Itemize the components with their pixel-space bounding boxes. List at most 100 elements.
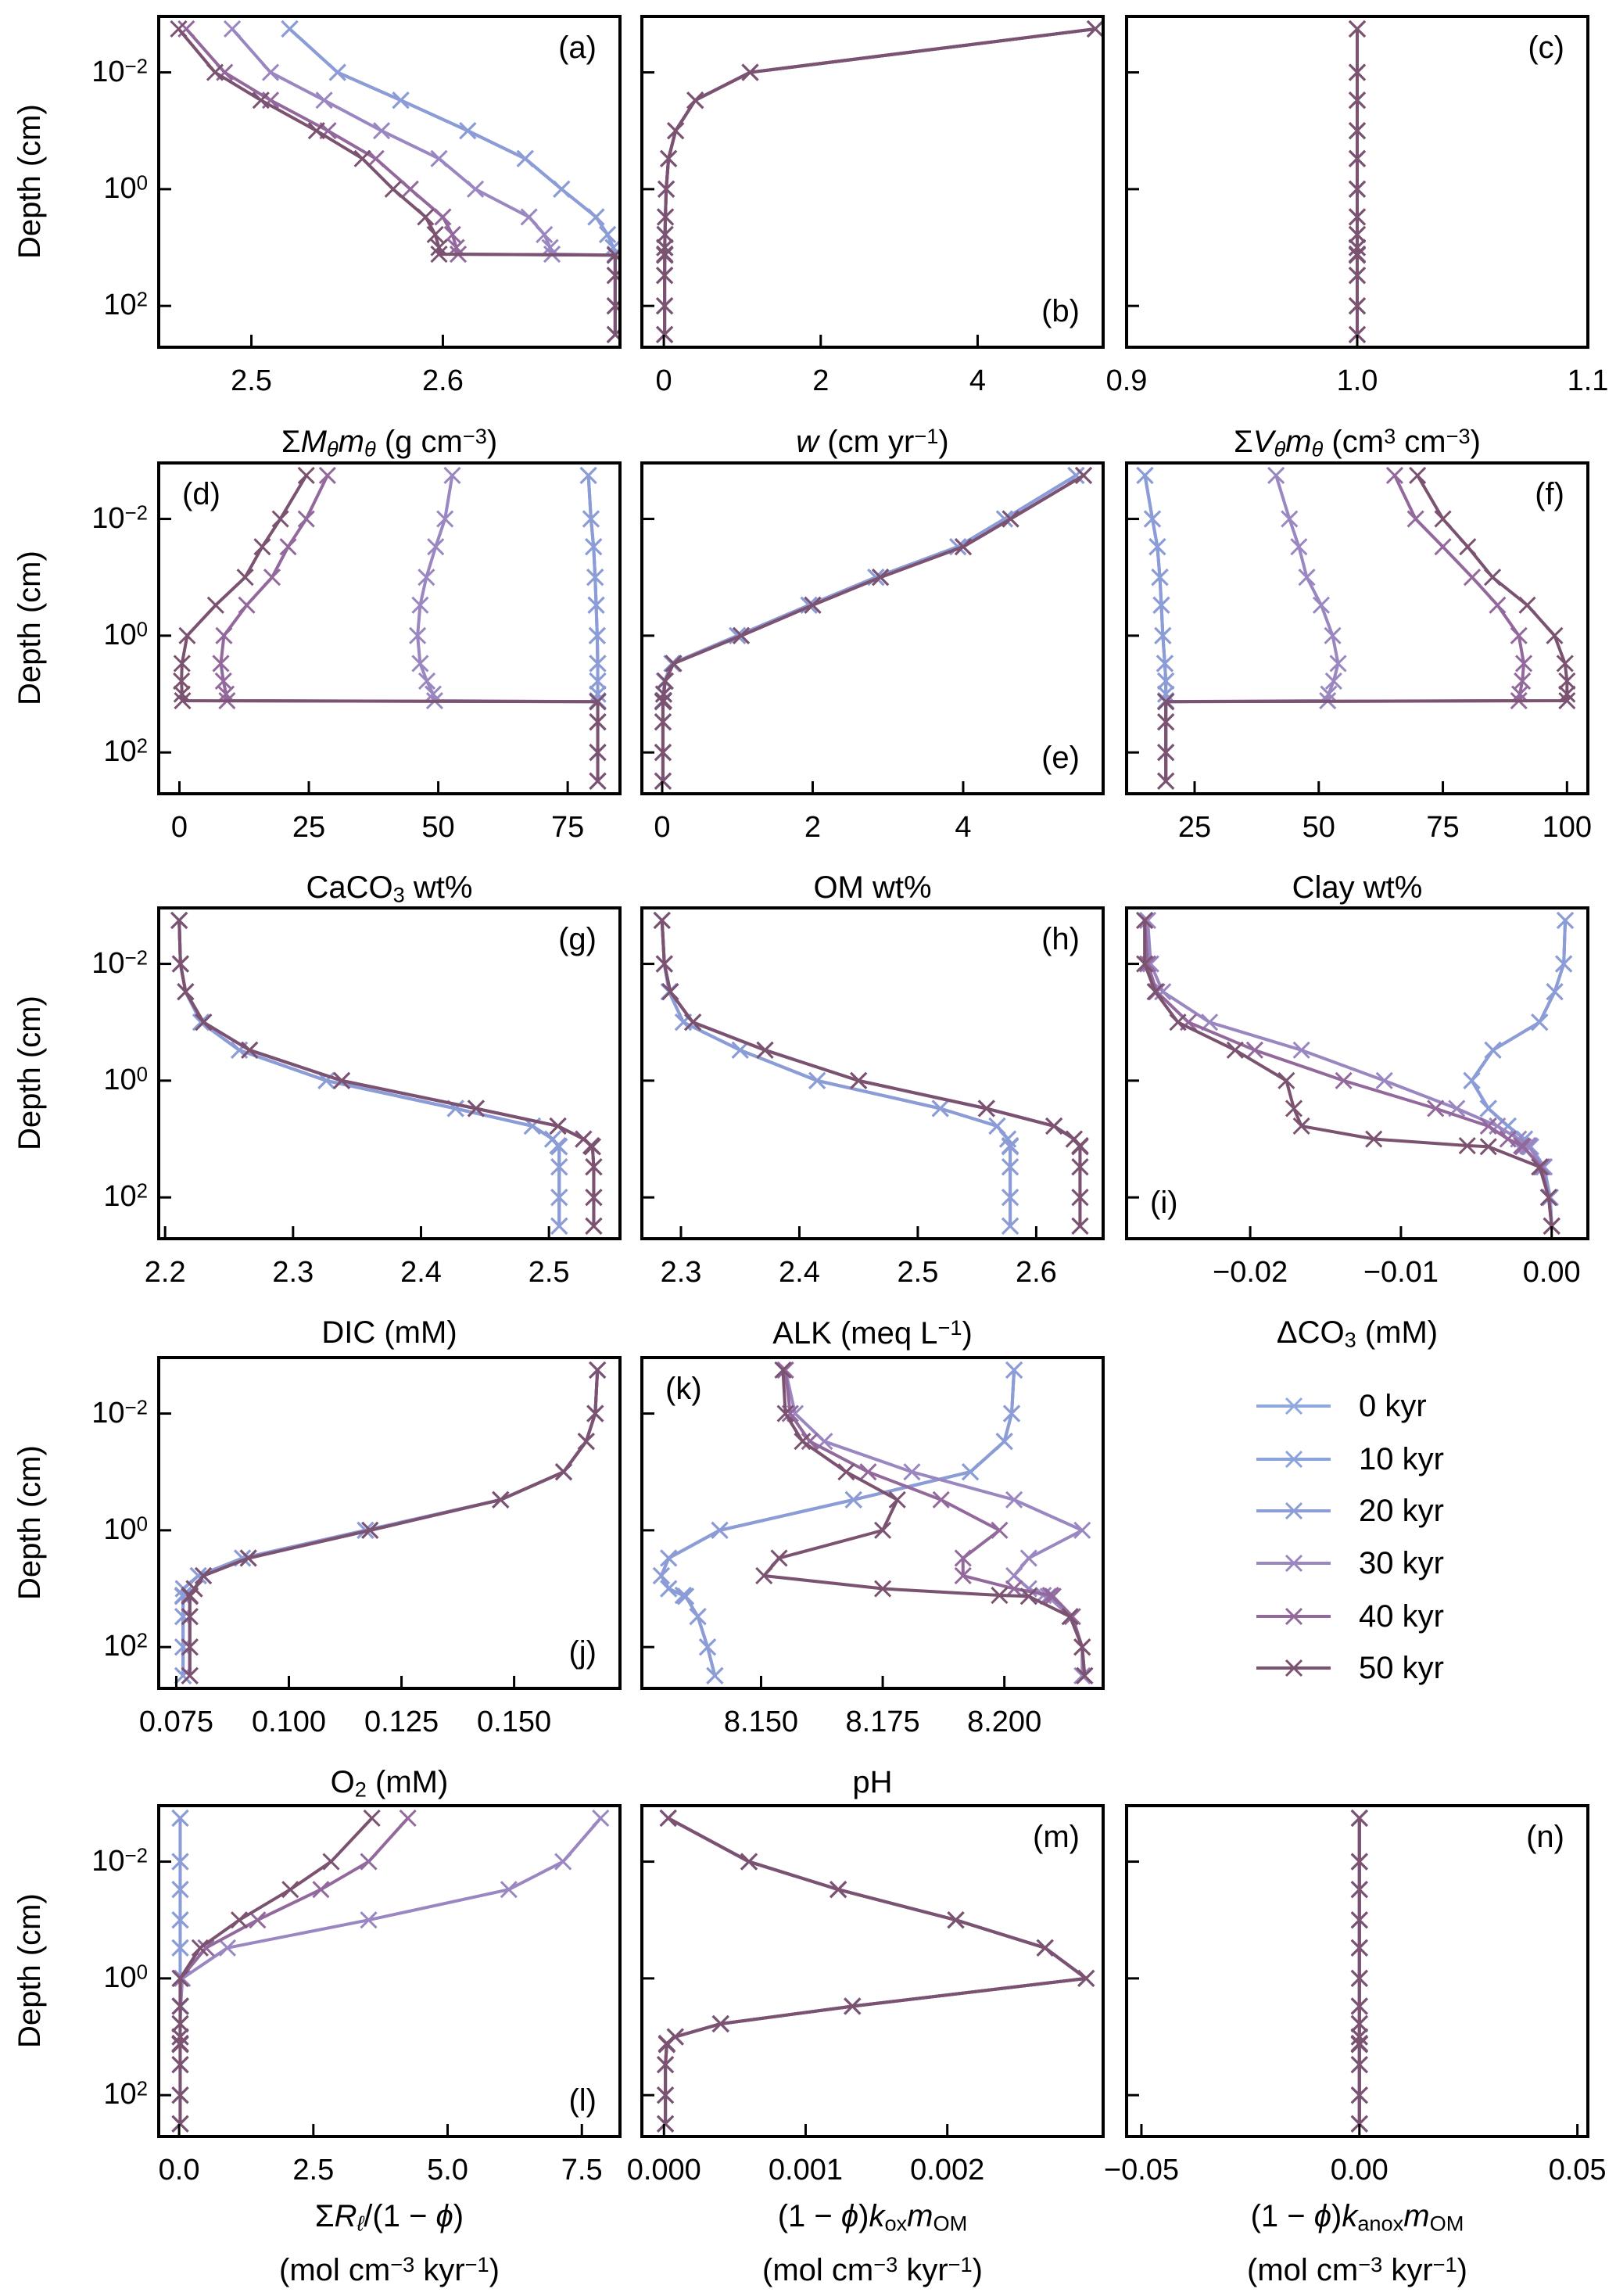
axes-frame <box>640 461 1105 795</box>
series-line <box>177 920 596 1226</box>
data-point-marker <box>194 1566 213 1585</box>
series-line <box>177 920 596 1226</box>
data-point-marker <box>587 208 605 226</box>
y-tick-label: 102 <box>73 1631 148 1661</box>
data-point-marker <box>1226 1041 1244 1059</box>
data-point-marker <box>606 325 620 343</box>
data-point-marker <box>436 510 454 528</box>
series-50-kyr <box>170 20 620 343</box>
label-part: −3 <box>462 424 487 448</box>
y-tick-label: 100 <box>73 174 148 203</box>
data-point-marker <box>988 1117 1006 1135</box>
data-point-marker <box>171 2036 189 2054</box>
y-tick-exponent: −2 <box>124 502 148 525</box>
data-point-marker <box>1531 1013 1549 1031</box>
data-point-marker <box>654 744 672 762</box>
data-point-marker <box>1157 744 1175 762</box>
data-point-marker <box>954 1566 972 1585</box>
data-point-marker <box>1348 180 1367 198</box>
data-point-marker <box>977 1100 995 1118</box>
data-point-marker <box>740 1853 758 1871</box>
legend-entry-label: 20 kyr <box>1359 1494 1444 1528</box>
data-point-marker <box>676 1587 695 1605</box>
data-point-marker <box>297 466 315 485</box>
label-part: ) <box>489 2252 500 2287</box>
data-point-marker <box>197 1939 215 1957</box>
label-part: 3 <box>1384 424 1396 448</box>
data-point-marker <box>589 655 607 673</box>
axes-frame <box>640 1804 1105 2138</box>
data-point-marker <box>1073 1521 1091 1539</box>
label-part: k <box>1342 2199 1358 2233</box>
data-point-marker <box>1463 569 1482 587</box>
data-point-marker <box>1434 538 1452 556</box>
label-part: anox <box>1357 2211 1404 2236</box>
series-line <box>664 1817 1088 2124</box>
axes-frame <box>1125 1804 1589 2138</box>
x-tick-label: 4 <box>955 811 972 844</box>
data-point-marker <box>1002 1405 1021 1422</box>
series-30-kyr <box>656 20 1103 343</box>
data-point-marker <box>804 596 822 614</box>
y-tick-exponent: −2 <box>124 1397 148 1419</box>
data-point-marker <box>1154 626 1172 644</box>
data-point-marker <box>1076 1666 1094 1684</box>
series-0-kyr <box>657 1809 1095 2133</box>
data-point-marker <box>367 149 385 167</box>
panel-i <box>1125 906 1589 1240</box>
label-part: w <box>796 424 819 459</box>
data-point-marker <box>654 693 672 711</box>
data-point-marker <box>1324 672 1342 691</box>
data-point-marker <box>1001 1158 1019 1176</box>
series-line <box>177 920 561 1226</box>
data-point-marker <box>1074 466 1093 485</box>
data-point-marker <box>794 1433 812 1451</box>
series-40-kyr <box>170 911 603 1235</box>
data-point-marker <box>263 569 281 587</box>
series-line <box>762 1369 1087 1677</box>
data-point-marker <box>1005 1491 1023 1509</box>
data-point-marker <box>585 538 603 556</box>
x-tick-label: −0.01 <box>1363 1256 1439 1289</box>
x-tick-label: 0.0 <box>158 2154 200 2187</box>
data-point-marker <box>655 955 673 973</box>
data-point-marker <box>755 1566 773 1585</box>
data-point-marker <box>1312 596 1331 614</box>
data-point-marker <box>732 626 751 644</box>
x-tick-label: 1.0 <box>1336 364 1378 397</box>
series-line <box>178 1817 410 2124</box>
x-tick-label: 2.2 <box>144 1256 186 1289</box>
series-line <box>181 1369 600 1676</box>
series-line <box>663 27 1096 335</box>
data-point-marker <box>1484 1041 1502 1059</box>
data-point-marker <box>1348 297 1367 315</box>
y-tick-label: 10−2 <box>73 502 148 533</box>
data-point-marker <box>656 297 674 315</box>
axes-frame <box>1125 461 1589 795</box>
series-line <box>178 1817 374 2124</box>
series-line <box>1164 474 1569 781</box>
axes-frame <box>640 906 1105 1240</box>
data-point-marker <box>173 655 191 673</box>
y-tick-label: 100 <box>73 1963 148 1993</box>
data-point-marker <box>1348 149 1367 167</box>
label-part: −1 <box>948 2252 973 2276</box>
data-point-marker <box>171 1809 189 1828</box>
series-10-kyr <box>170 911 568 1235</box>
data-point-marker <box>686 91 704 109</box>
data-point-marker <box>1409 466 1427 485</box>
data-point-marker <box>1077 1969 1095 1987</box>
data-point-marker <box>774 1361 792 1379</box>
data-point-marker <box>654 772 672 790</box>
panel-label: (k) <box>665 1372 702 1406</box>
series-line <box>181 1369 600 1676</box>
data-point-marker <box>181 1666 199 1684</box>
data-point-marker <box>1350 2036 1368 2054</box>
series-line <box>178 1817 602 2124</box>
data-point-marker <box>1556 655 1574 673</box>
y-tick-label: 102 <box>73 737 148 766</box>
series-50-kyr <box>1348 20 1367 343</box>
label-part: Σ <box>314 2199 335 2233</box>
label-part: −3 <box>1358 2252 1383 2276</box>
